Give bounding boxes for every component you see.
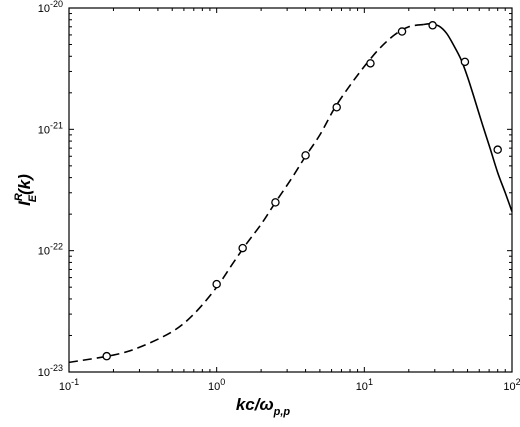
data-marker: [212, 279, 221, 289]
data-marker: [271, 198, 280, 207]
data-marker: [102, 351, 111, 361]
y-axis-ticks: 10-23 10-22 10-21 10-20: [38, 0, 512, 379]
data-marker: [397, 27, 407, 36]
plot-frame: [68, 7, 513, 373]
y-tick-label: 10-23: [38, 363, 63, 379]
y-tick-label: 10-21: [38, 120, 63, 136]
data-marker: [460, 57, 470, 67]
solid-curve: [422, 23, 513, 212]
x-tick-label: 10-1: [59, 377, 79, 393]
data-marker: [428, 21, 437, 30]
x-tick-label: 101: [356, 377, 373, 393]
x-tick-label: 100: [208, 377, 225, 393]
data-marker: [332, 103, 341, 112]
y-tick-label: 10-20: [38, 0, 63, 15]
data-marker: [238, 243, 247, 253]
y-tick-label: 10-22: [38, 242, 63, 258]
y-axis-label: IR E(k): [13, 174, 39, 206]
dashed-curve: [68, 23, 424, 364]
data-marker: [301, 151, 310, 160]
data-marker: [366, 59, 375, 68]
marker-layer: [102, 21, 502, 361]
data-marker: [493, 145, 502, 154]
series-layer: [68, 23, 513, 364]
x-axis-ticks: 10-1 100 101 102: [59, 8, 520, 393]
x-axis-label: kc/ωp,p: [236, 395, 291, 418]
x-tick-label: 102: [503, 377, 520, 393]
